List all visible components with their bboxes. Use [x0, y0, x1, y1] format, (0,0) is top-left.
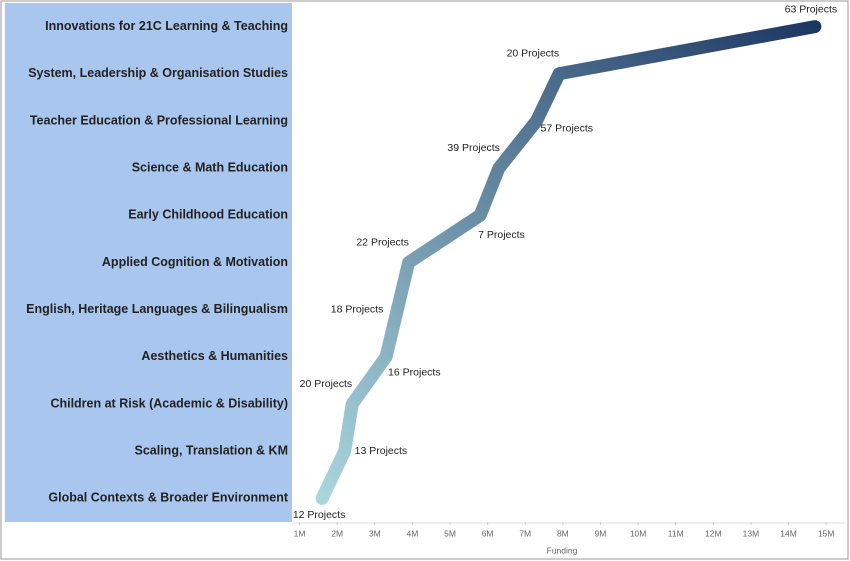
- x-tick-label: 14M: [780, 528, 797, 538]
- x-tick-label: 9M: [595, 528, 607, 538]
- point-label: 18 Projects: [331, 303, 384, 315]
- x-tick-label: 2M: [331, 528, 343, 538]
- category-label: Science & Math Education: [132, 160, 288, 174]
- x-tick-label: 10M: [630, 528, 647, 538]
- category-label: Applied Cognition & Motivation: [102, 255, 288, 269]
- point-label: 13 Projects: [355, 445, 408, 457]
- category-label: English, Heritage Languages & Bilinguali…: [26, 302, 288, 316]
- category-label: Teacher Education & Professional Learnin…: [30, 113, 288, 127]
- point-label: 12 Projects: [293, 509, 346, 521]
- category-label: Innovations for 21C Learning & Teaching: [45, 19, 288, 33]
- x-tick-label: 12M: [705, 528, 722, 538]
- x-tick-label: 13M: [743, 528, 760, 538]
- funding-line: [315, 20, 822, 505]
- x-axis-label: Funding: [547, 545, 578, 555]
- category-label: Aesthetics & Humanities: [141, 349, 288, 363]
- category-label: Global Contexts & Broader Environment: [48, 491, 288, 505]
- point-label: 16 Projects: [388, 367, 441, 379]
- x-tick-label: 7M: [519, 528, 531, 538]
- x-tick-label: 11M: [668, 528, 684, 538]
- category-label: System, Leadership & Organisation Studie…: [28, 66, 288, 80]
- point-label: 63 Projects: [785, 3, 838, 15]
- point-label: 57 Projects: [541, 123, 594, 135]
- x-tick-label: 1M: [294, 528, 306, 538]
- x-tick-label: 5M: [444, 528, 456, 538]
- point-label: 39 Projects: [447, 142, 500, 154]
- point-label: 22 Projects: [356, 236, 409, 248]
- category-panel: [5, 3, 292, 522]
- point-label: 7 Projects: [478, 229, 525, 241]
- point-label: 20 Projects: [507, 48, 560, 60]
- x-tick-label: 15M: [818, 528, 835, 538]
- category-label: Children at Risk (Academic & Disability): [50, 396, 288, 410]
- x-tick-label: 3M: [369, 528, 381, 538]
- point-label: 20 Projects: [300, 378, 353, 390]
- x-tick-label: 6M: [482, 528, 494, 538]
- x-tick-label: 8M: [557, 528, 569, 538]
- category-label: Early Childhood Education: [128, 208, 288, 222]
- category-label: Scaling, Translation & KM: [135, 444, 289, 458]
- x-tick-label: 4M: [406, 528, 418, 538]
